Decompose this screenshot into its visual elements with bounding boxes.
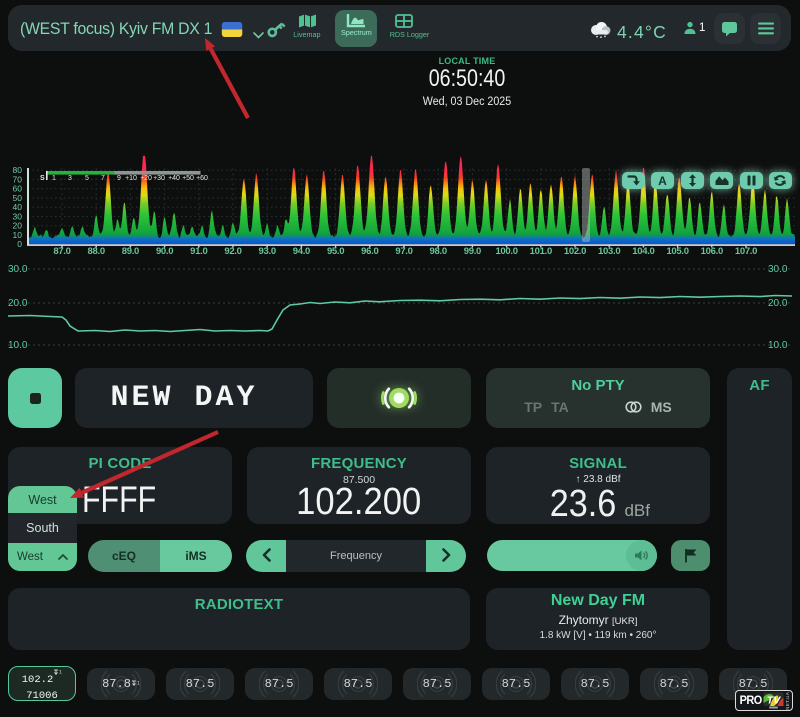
svg-text:89.0: 89.0 <box>122 246 139 257</box>
svg-text:104.0: 104.0 <box>632 246 654 257</box>
svg-text:1: 1 <box>52 175 56 182</box>
svg-text:70: 70 <box>13 174 23 184</box>
svg-text:95.0: 95.0 <box>327 246 344 257</box>
svg-text:40: 40 <box>13 202 23 212</box>
svg-text:+10: +10 <box>125 175 137 182</box>
svg-text:10.0: 10.0 <box>768 340 788 351</box>
svg-text:30: 30 <box>13 211 23 221</box>
svg-text:91.0: 91.0 <box>190 246 207 257</box>
svg-text:10.0: 10.0 <box>8 340 28 351</box>
svg-text:0: 0 <box>17 239 22 249</box>
svg-text:+40: +40 <box>168 175 180 182</box>
svg-text:20.0: 20.0 <box>768 298 788 309</box>
svg-text:96.0: 96.0 <box>361 246 378 257</box>
svg-text:106.0: 106.0 <box>701 246 723 257</box>
svg-text:98.0: 98.0 <box>430 246 447 257</box>
svg-text:94.0: 94.0 <box>293 246 310 257</box>
svg-text:103.0: 103.0 <box>598 246 620 257</box>
svg-text:88.0: 88.0 <box>88 246 105 257</box>
svg-text:100.0: 100.0 <box>495 246 517 257</box>
svg-text:101.0: 101.0 <box>530 246 552 257</box>
svg-text:99.0: 99.0 <box>464 246 481 257</box>
svg-text:102.0: 102.0 <box>564 246 586 257</box>
svg-text:80: 80 <box>13 165 23 175</box>
svg-text:87.0: 87.0 <box>53 246 70 257</box>
svg-text:10: 10 <box>13 230 23 240</box>
svg-text:92.0: 92.0 <box>224 246 241 257</box>
svg-text:105.0: 105.0 <box>666 246 688 257</box>
svg-text:5: 5 <box>85 175 89 182</box>
svg-text:+60: +60 <box>196 175 208 182</box>
svg-text:50: 50 <box>13 193 23 203</box>
svg-text:97.0: 97.0 <box>395 246 412 257</box>
svg-text:+50: +50 <box>182 175 194 182</box>
svg-text:1: 1 <box>59 670 62 676</box>
svg-text:+30: +30 <box>153 175 165 182</box>
svg-text:60: 60 <box>13 184 23 194</box>
svg-text:30.0: 30.0 <box>768 264 788 275</box>
svg-text:20: 20 <box>13 221 23 231</box>
svg-text:1: 1 <box>137 680 140 686</box>
svg-text:3: 3 <box>68 175 72 182</box>
svg-text:7: 7 <box>101 175 105 182</box>
svg-text:S: S <box>40 175 45 182</box>
svg-text:30.0: 30.0 <box>8 264 28 275</box>
svg-text:93.0: 93.0 <box>259 246 276 257</box>
svg-text:107.0: 107.0 <box>735 246 757 257</box>
svg-text:9: 9 <box>117 175 121 182</box>
svg-text:90.0: 90.0 <box>156 246 173 257</box>
svg-text:TV: TV <box>767 695 781 707</box>
svg-text:+20: +20 <box>140 175 152 182</box>
svg-text:20.0: 20.0 <box>8 298 28 309</box>
svg-text:A: A <box>659 174 668 187</box>
